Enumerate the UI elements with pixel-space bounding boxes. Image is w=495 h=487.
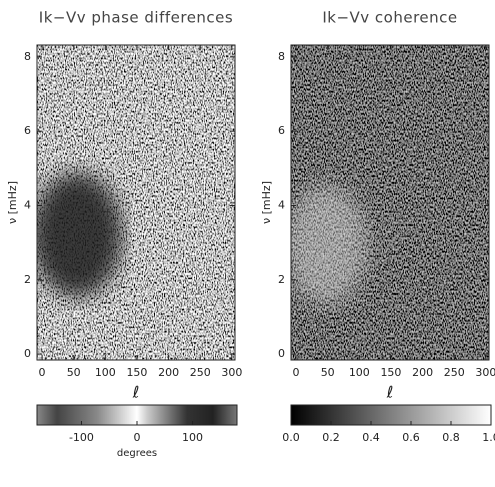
- heatmap: [37, 45, 235, 360]
- y-tick-label: 2: [24, 273, 31, 286]
- x-tick-label: 0: [293, 366, 300, 379]
- heatmap-feature: [345, 214, 377, 276]
- heatmap-feature: [354, 218, 386, 274]
- x-tick-label: 50: [67, 366, 81, 379]
- chart-title: Ik−Vv coherence: [322, 9, 457, 27]
- y-tick-label: 6: [278, 124, 285, 137]
- x-tick-label: 50: [321, 366, 335, 379]
- y-tick-label: 6: [24, 124, 31, 137]
- heatmap-feature: [363, 222, 395, 272]
- colorbar-label: degrees: [117, 448, 157, 459]
- colorbar-tick-label: 1.0: [482, 431, 495, 444]
- y-axis-label: ν [mHz]: [6, 181, 19, 224]
- colorbar-tick-label: 0.8: [442, 431, 460, 444]
- y-tick-label: 2: [278, 273, 285, 286]
- x-tick-label: 300: [475, 366, 495, 379]
- y-tick-label: 0: [278, 347, 285, 360]
- colorbar: [290, 404, 492, 426]
- colorbar-tick-label: 0.0: [282, 431, 300, 444]
- x-tick-label: 300: [221, 366, 242, 379]
- heatmap-feature: [291, 185, 366, 305]
- y-axis-label: ν [mHz]: [260, 181, 273, 224]
- x-tick-label: 250: [190, 366, 211, 379]
- heatmap-feature: [336, 210, 368, 278]
- heatmap-feature: [318, 202, 350, 282]
- y-tick-label: 8: [24, 50, 31, 63]
- y-tick-label: 0: [24, 347, 31, 360]
- heatmap-feature: [372, 226, 404, 270]
- plot-frame: [290, 44, 490, 361]
- x-tick-label: 0: [39, 366, 46, 379]
- colorbar-tick-label: 100: [182, 431, 203, 444]
- colorbar-tick-label: 0.2: [322, 431, 340, 444]
- heatmap: [291, 45, 489, 360]
- plot-frame: [36, 44, 236, 361]
- x-tick-label: 150: [126, 366, 147, 379]
- colorbar-tick-label: 0: [134, 431, 141, 444]
- y-tick-label: 4: [24, 198, 31, 211]
- x-axis-label: ℓ: [132, 383, 140, 402]
- colorbar-tick-label: -100: [69, 431, 94, 444]
- heatmap-feature: [327, 206, 359, 280]
- x-tick-label: 150: [380, 366, 401, 379]
- colorbar-tick-label: 0.6: [402, 431, 420, 444]
- x-axis-label: ℓ: [386, 383, 394, 402]
- x-tick-label: 200: [158, 366, 179, 379]
- colorbar-tick-label: 0.4: [362, 431, 380, 444]
- x-tick-label: 100: [349, 366, 370, 379]
- x-tick-label: 100: [95, 366, 116, 379]
- heatmap-feature: [300, 194, 332, 286]
- y-tick-label: 4: [278, 198, 285, 211]
- x-tick-label: 200: [412, 366, 433, 379]
- x-tick-label: 250: [444, 366, 465, 379]
- y-tick-label: 8: [278, 50, 285, 63]
- heatmap-feature: [37, 173, 122, 297]
- heatmap-feature: [309, 198, 341, 284]
- chart-title: Ik−Vv phase differences: [39, 9, 233, 27]
